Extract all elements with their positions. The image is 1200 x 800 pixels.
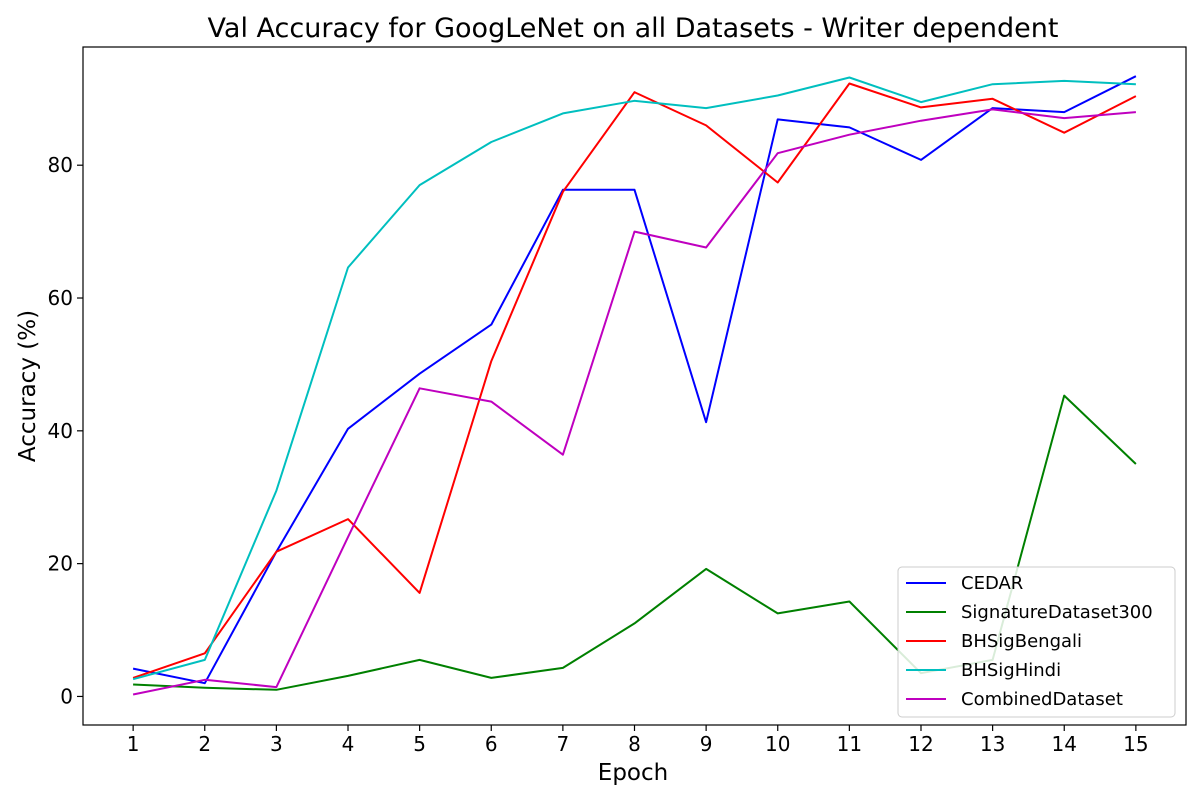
x-tick-label: 1 (127, 732, 140, 756)
x-tick-label: 5 (413, 732, 426, 756)
legend-label: BHSigBengali (961, 631, 1082, 652)
legend-label: CEDAR (961, 573, 1023, 594)
y-tick-label: 80 (48, 153, 73, 177)
y-tick-label: 40 (48, 419, 73, 443)
x-axis-ticks: 1 2 3 4 5 6 7 8 9 10 11 12 13 14 15 (127, 725, 1149, 756)
x-tick-label: 4 (342, 732, 355, 756)
y-tick-label: 60 (48, 286, 73, 310)
x-tick-label: 7 (557, 732, 570, 756)
series-line-bhsighindi (132, 76, 1136, 681)
legend-items: CEDAR SignatureDataset300 BHSigBengali BHSi… (906, 573, 1153, 710)
x-tick-label: 8 (628, 732, 641, 756)
x-tick-label: 9 (700, 732, 713, 756)
x-axis-label: Epoch (598, 760, 668, 786)
series-line-cedar (132, 75, 1137, 685)
x-tick-label: 3 (270, 732, 283, 756)
y-tick-label: 0 (60, 684, 73, 708)
y-axis-ticks: 0 20 40 60 80 (48, 153, 83, 708)
x-tick-label: 10 (765, 732, 790, 756)
x-tick-label: 11 (837, 732, 862, 756)
x-tick-label: 13 (980, 732, 1005, 756)
legend: CEDAR SignatureDataset300 BHSigBengali BHSi… (897, 566, 1176, 718)
x-tick-label: 2 (198, 732, 211, 756)
chart-title: Val Accuracy for GoogLeNet on all Datase… (208, 13, 1059, 44)
series-lines (132, 75, 1137, 696)
x-tick-label: 14 (1052, 732, 1077, 756)
y-tick-label: 20 (48, 552, 73, 576)
y-axis-label: Accuracy (%) (15, 310, 41, 462)
legend-label: BHSigHindi (961, 660, 1061, 681)
legend-label: SignatureDataset300 (961, 602, 1153, 623)
legend-label: CombinedDataset (961, 689, 1123, 710)
series-line-bhsigbengali (132, 82, 1137, 679)
legend-box (897, 566, 1176, 718)
x-tick-label: 15 (1123, 732, 1148, 756)
x-tick-label: 12 (908, 732, 933, 756)
x-tick-label: 6 (485, 732, 498, 756)
series-line-combineddataset (132, 108, 1136, 696)
